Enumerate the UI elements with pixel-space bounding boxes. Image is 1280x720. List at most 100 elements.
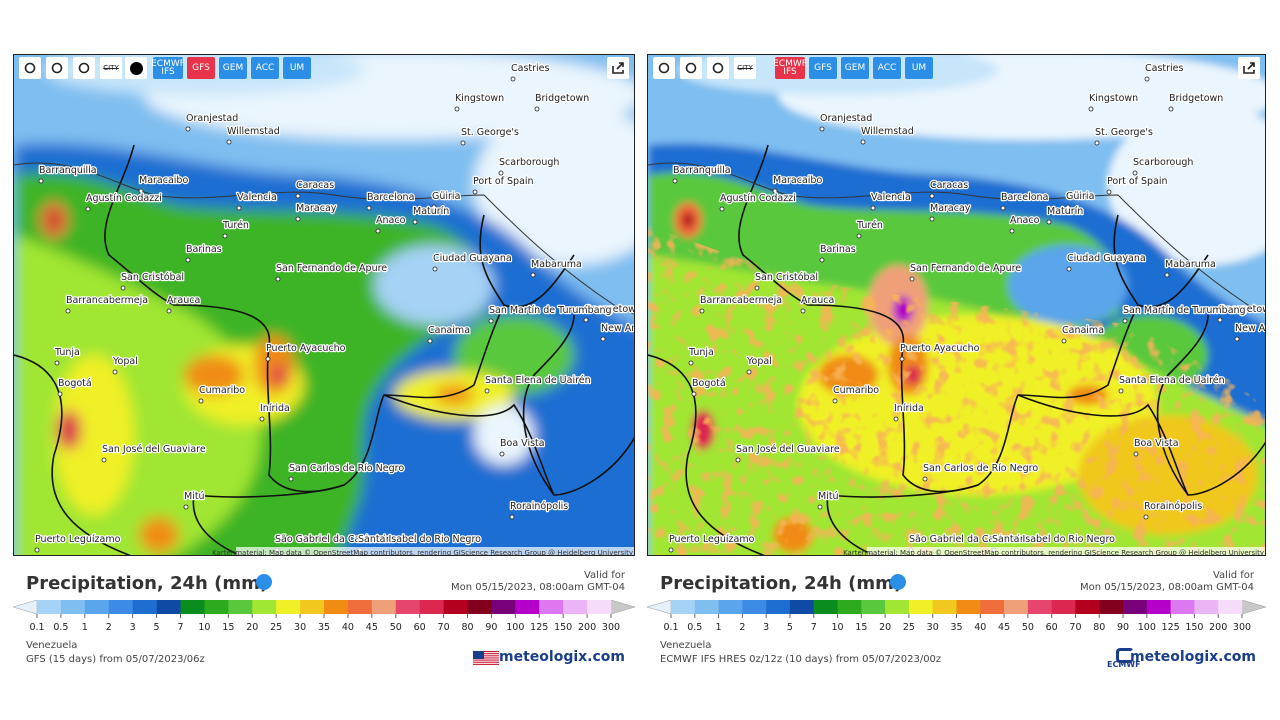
city-button[interactable]: CITY [100,57,122,79]
place-dot [668,547,674,553]
legend-label: 3 [763,622,769,633]
legend-swatch [789,600,815,614]
place-label: San Carlos de Río Negro [923,463,1038,474]
place-label: San Fernando de Apure [910,263,1021,274]
precip [14,55,634,555]
border [827,394,1265,498]
info-icon[interactable] [256,574,272,590]
place-dot [1066,266,1072,272]
model-button[interactable]: ECMWF IFS [773,57,807,79]
info-icon[interactable] [890,574,906,590]
region: Venezuela [660,640,712,651]
model-button[interactable]: UM [283,57,311,79]
share-button[interactable] [1238,57,1260,79]
place-label: Mitú [184,491,205,502]
place-label: Port of Spain [1107,176,1168,187]
place-label: Valencia [237,192,277,203]
refresh-icon [658,62,670,74]
zoom-icon [712,62,724,74]
refresh-button[interactable] [19,57,41,79]
location-button[interactable] [46,57,68,79]
share-button[interactable] [607,57,629,79]
legend-swatch [587,600,612,614]
place-label: Georgetown [1218,304,1266,315]
model-button[interactable]: ECMWF IFS [151,57,185,79]
place-label: Inírida [894,403,924,414]
place-label: Maturín [413,206,449,217]
icon [658,62,670,74]
legend-label: 150 [554,622,572,633]
region: Venezuela [26,640,78,651]
legend-label: 5 [787,622,793,633]
brand[interactable]: meteologix.com [1130,649,1256,665]
precip-area [271,365,287,385]
place-label: Puerto Leguízamo [35,534,121,545]
place-label: Mabaruma [531,259,582,270]
legend-label: 7 [177,622,183,633]
place-label: Güiria [432,191,460,202]
zoom-button[interactable] [707,57,729,79]
place-dot [819,126,825,132]
place-dot [236,205,242,211]
legend-swatch [1051,600,1076,614]
valid-time: Mon 05/15/2023, 08:00am GMT-04 [1079,582,1254,593]
model-button[interactable]: UM [905,57,933,79]
place-label: Rorainópolis [1144,501,1202,512]
model-button[interactable]: ACC [251,57,279,79]
place-dot [1168,106,1174,112]
place-label: Oranjestad [186,113,238,124]
attribution-bg [867,547,1265,555]
icon [712,62,724,74]
place-label: Maracaibo [139,175,188,186]
legend-swatch [180,600,205,614]
place-dot [1094,140,1100,146]
model-button[interactable]: GEM [841,57,869,79]
legend-swatch [980,600,1005,614]
place-label: Barranquilla [673,165,731,176]
location-button[interactable] [680,57,702,79]
legend-swatch [395,600,420,614]
precip-area [1008,245,1128,325]
place-dot [772,188,778,194]
legend-label: 90 [1117,622,1129,633]
model-button[interactable]: GEM [219,57,247,79]
legend-swatch [813,600,838,614]
place-dot [1106,189,1112,195]
place-label: Puerto Leguízamo [669,534,755,545]
flag-stripe [473,659,499,661]
place-dot [860,139,866,145]
place-label: St. George's [1095,127,1153,138]
legend-swatch [228,600,253,614]
place-dot [754,285,760,291]
place-label: Barrancabermeja [700,295,782,306]
legend-swatch [563,600,588,614]
place-label: Santa Elena de Uairén [1119,375,1225,386]
city-button[interactable]: CITY [734,57,756,79]
legend-label: 2 [106,622,112,633]
brand[interactable]: meteologix.com [499,649,625,665]
place-dot [600,336,606,342]
layer-button[interactable] [125,57,147,79]
legend-label: 25 [903,622,915,633]
place-dot [259,416,265,422]
zoom-button[interactable] [73,57,95,79]
refresh-button[interactable] [653,57,675,79]
place-dot [800,308,806,314]
legend-swatch [491,600,516,614]
legend-label: 50 [1022,622,1034,633]
border [738,144,1139,493]
model-button[interactable]: ACC [873,57,901,79]
legend-label: 60 [1046,622,1058,633]
place-dot [746,369,752,375]
place-dot [534,106,540,112]
legend-swatch [1218,600,1243,614]
model-button[interactable]: GFS [809,57,837,79]
place-dot [185,257,191,263]
model-button[interactable]: GFS [187,57,215,79]
place-label: Barranquilla [39,165,97,176]
legend-label: 40 [974,622,986,633]
legend-swatch [1004,600,1029,614]
dot [129,61,143,75]
flag-stripe [473,651,499,653]
place-dot [498,170,504,176]
